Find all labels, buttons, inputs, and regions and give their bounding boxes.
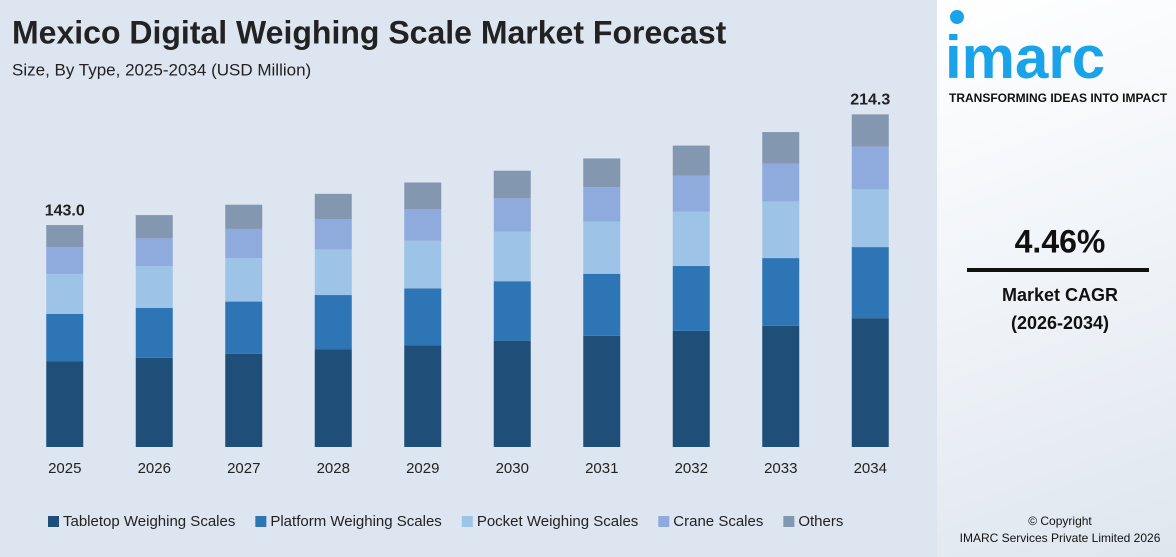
bar-segment bbox=[672, 266, 710, 331]
x-tick-label: 2028 bbox=[317, 460, 350, 477]
bar-segment bbox=[583, 273, 621, 336]
x-tick-label: 2032 bbox=[675, 460, 708, 477]
bar-segment bbox=[46, 225, 84, 248]
legend-swatch bbox=[783, 516, 795, 527]
x-tick-label: 2026 bbox=[138, 460, 171, 477]
legend-swatch bbox=[658, 516, 670, 527]
total-label: 214.3 bbox=[850, 92, 890, 109]
chart-subtitle: Size, By Type, 2025-2034 (USD Million) bbox=[12, 60, 311, 79]
bar-segment bbox=[225, 301, 263, 354]
sidebar-art: imarc TRANSFORMING IDEAS INTO IMPACT 4.4… bbox=[945, 10, 1168, 545]
bar-segment bbox=[46, 273, 84, 314]
legend-swatch bbox=[48, 516, 59, 527]
bar-segment bbox=[314, 349, 352, 447]
bar-segment bbox=[762, 201, 800, 259]
bar-segment bbox=[583, 158, 621, 188]
bar-segment bbox=[851, 247, 889, 319]
legend: Tabletop Weighing Scales Platform Weighin… bbox=[48, 513, 843, 530]
x-tick-label: 2025 bbox=[48, 460, 81, 477]
x-tick-label: 2031 bbox=[585, 460, 618, 477]
total-label: 143.0 bbox=[45, 202, 85, 219]
x-tick-label: 2029 bbox=[406, 460, 439, 477]
bar-segment bbox=[583, 187, 621, 222]
bar-segment bbox=[762, 325, 800, 447]
bar-segment bbox=[225, 204, 263, 229]
bar-segment bbox=[46, 247, 84, 274]
bar-segment bbox=[762, 258, 800, 326]
bar-segment bbox=[135, 266, 173, 308]
bar-segment bbox=[762, 163, 800, 202]
bar-segment bbox=[672, 211, 710, 267]
bar-segment bbox=[583, 221, 621, 274]
bar-segment bbox=[583, 335, 621, 447]
bar-segment bbox=[672, 175, 710, 212]
bar-segment bbox=[404, 209, 442, 241]
copyright: © Copyright bbox=[1028, 514, 1092, 528]
legend-label: Crane Scales bbox=[673, 513, 763, 530]
chart-title: Mexico Digital Weighing Scale Market For… bbox=[12, 14, 727, 50]
bar-segment bbox=[493, 170, 531, 199]
bar-segment bbox=[225, 228, 263, 258]
chart: Mexico Digital Weighing Scale Market For… bbox=[12, 14, 890, 530]
sidebar: imarc TRANSFORMING IDEAS INTO IMPACT 4.4… bbox=[937, 0, 1176, 557]
legend-label: Platform Weighing Scales bbox=[270, 513, 441, 530]
x-tick-label: 2030 bbox=[496, 460, 529, 477]
bar-segment bbox=[672, 330, 710, 447]
bar-segment bbox=[851, 189, 889, 248]
cagr-label: Market CAGR bbox=[1002, 285, 1118, 305]
bar-segment bbox=[672, 145, 710, 176]
legend-label: Others bbox=[798, 513, 843, 530]
bar-segment bbox=[225, 257, 263, 302]
legend-swatch bbox=[461, 516, 473, 527]
bar-segment bbox=[314, 193, 352, 219]
bar-segment bbox=[135, 357, 173, 447]
bar-segment bbox=[404, 288, 442, 346]
bar-segment bbox=[851, 318, 889, 447]
bar-segment bbox=[225, 353, 263, 447]
x-tick-label: 2034 bbox=[854, 460, 887, 477]
logo: imarc bbox=[945, 24, 1105, 91]
bar-segment bbox=[135, 238, 173, 267]
tagline: TRANSFORMING IDEAS INTO IMPACT bbox=[949, 91, 1168, 105]
bar-segment bbox=[46, 361, 84, 447]
bar-segment bbox=[493, 198, 531, 232]
bar-segment bbox=[493, 281, 531, 341]
bar-segment bbox=[46, 313, 84, 362]
bar-segment bbox=[762, 132, 800, 164]
bar-segment bbox=[493, 231, 531, 282]
x-tick-label: 2027 bbox=[227, 460, 260, 477]
bar-segment bbox=[314, 249, 352, 296]
bar-segment bbox=[314, 218, 352, 250]
bar-segment bbox=[314, 295, 352, 350]
legend-swatch bbox=[255, 516, 267, 527]
bar-segment bbox=[404, 345, 442, 447]
cagr-value: 4.46% bbox=[1015, 223, 1106, 259]
company: IMARC Services Private Limited 2026 bbox=[960, 531, 1161, 545]
cagr-period: (2026-2034) bbox=[1011, 313, 1109, 333]
bar-segment bbox=[135, 307, 173, 358]
bar-segment bbox=[404, 182, 442, 210]
bar-segment bbox=[493, 340, 531, 447]
bar-segment bbox=[404, 240, 442, 289]
logo-dot bbox=[950, 10, 964, 24]
legend-label: Tabletop Weighing Scales bbox=[63, 513, 235, 530]
x-tick-label: 2033 bbox=[764, 460, 797, 477]
bar-segment bbox=[851, 114, 889, 147]
bar-segment bbox=[135, 215, 173, 239]
legend-label: Pocket Weighing Scales bbox=[477, 513, 638, 530]
bar-segment bbox=[851, 146, 889, 190]
